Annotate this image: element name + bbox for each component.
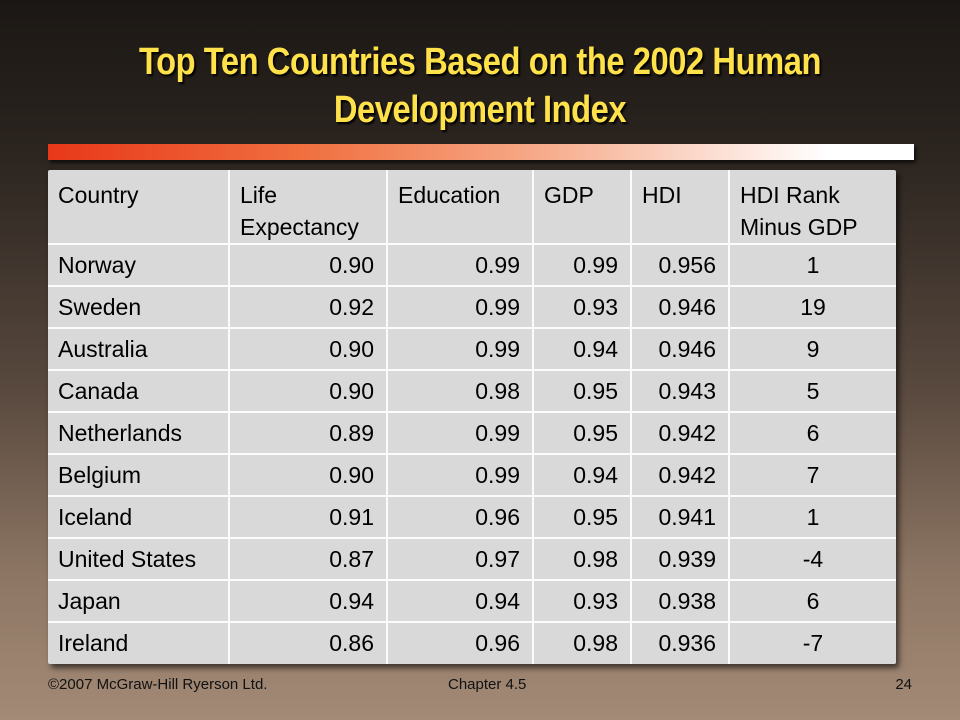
- cell-gdp: 0.94: [532, 453, 631, 496]
- cell-hdi: 0.946: [630, 285, 729, 328]
- cell-life-expectancy: 0.92: [228, 285, 387, 328]
- cell-hdi: 0.936: [630, 621, 729, 664]
- cell-gdp: 0.95: [532, 411, 631, 454]
- table-body: Norway 0.90 0.99 0.99 0.956 1 Sweden 0.92 0.99 0.…: [48, 243, 896, 664]
- footer-page-number: 24: [895, 676, 912, 693]
- table-row: Australia 0.90 0.99 0.94 0.946 9: [48, 327, 896, 370]
- table-row: Iceland 0.91 0.96 0.95 0.941 1: [48, 495, 896, 538]
- table-row: Canada 0.90 0.98 0.95 0.943 5: [48, 369, 896, 412]
- cell-hdi-rank-minus-gdp: 6: [728, 411, 896, 454]
- cell-education: 0.99: [386, 453, 533, 496]
- footer-chapter: Chapter 4.5: [448, 676, 527, 693]
- cell-education: 0.99: [386, 411, 533, 454]
- cell-country: Japan: [48, 579, 229, 622]
- cell-hdi: 0.943: [630, 369, 729, 412]
- cell-hdi-rank-minus-gdp: -4: [728, 537, 896, 580]
- hdi-table-container: Country Life Expectancy Education GDP HD…: [48, 170, 896, 664]
- cell-education: 0.96: [386, 495, 533, 538]
- header-gdp: GDP: [532, 170, 631, 244]
- cell-life-expectancy: 0.90: [228, 243, 387, 286]
- table-row: Sweden 0.92 0.99 0.93 0.946 19: [48, 285, 896, 328]
- cell-education: 0.99: [386, 243, 533, 286]
- cell-hdi-rank-minus-gdp: 1: [728, 243, 896, 286]
- header-life-expectancy: Life Expectancy: [228, 170, 387, 244]
- cell-gdp: 0.95: [532, 495, 631, 538]
- cell-education: 0.98: [386, 369, 533, 412]
- table-header-row: Country Life Expectancy Education GDP HD…: [48, 170, 896, 244]
- cell-hdi: 0.938: [630, 579, 729, 622]
- header-hdi: HDI: [630, 170, 729, 244]
- cell-hdi-rank-minus-gdp: 19: [728, 285, 896, 328]
- cell-gdp: 0.98: [532, 621, 631, 664]
- cell-hdi: 0.946: [630, 327, 729, 370]
- accent-bar: [48, 144, 914, 160]
- cell-life-expectancy: 0.86: [228, 621, 387, 664]
- cell-hdi-rank-minus-gdp: 1: [728, 495, 896, 538]
- header-country: Country: [58, 182, 139, 208]
- table-row: Ireland 0.86 0.96 0.98 0.936 -7: [48, 621, 896, 664]
- slide-title: Top Ten Countries Based on the 2002 Huma…: [138, 41, 822, 131]
- cell-hdi: 0.942: [630, 411, 729, 454]
- cell-hdi-rank-minus-gdp: 5: [728, 369, 896, 412]
- cell-gdp: 0.98: [532, 537, 631, 580]
- cell-hdi-rank-minus-gdp: -7: [728, 621, 896, 664]
- cell-gdp: 0.93: [532, 285, 631, 328]
- cell-country: Belgium: [48, 453, 229, 496]
- cell-hdi-rank-minus-gdp: 7: [728, 453, 896, 496]
- cell-life-expectancy: 0.89: [228, 411, 387, 454]
- table-row: Japan 0.94 0.94 0.93 0.938 6: [48, 579, 896, 622]
- cell-hdi: 0.941: [630, 495, 729, 538]
- cell-education: 0.94: [386, 579, 533, 622]
- cell-hdi: 0.942: [630, 453, 729, 496]
- cell-life-expectancy: 0.90: [228, 327, 387, 370]
- cell-country: Australia: [48, 327, 229, 370]
- cell-life-expectancy: 0.90: [228, 453, 387, 496]
- cell-country: Iceland: [48, 495, 229, 538]
- cell-education: 0.99: [386, 285, 533, 328]
- cell-hdi: 0.939: [630, 537, 729, 580]
- cell-hdi-rank-minus-gdp: 6: [728, 579, 896, 622]
- cell-life-expectancy: 0.94: [228, 579, 387, 622]
- cell-country: Norway: [48, 243, 229, 286]
- cell-life-expectancy: 0.87: [228, 537, 387, 580]
- cell-hdi: 0.956: [630, 243, 729, 286]
- cell-gdp: 0.95: [532, 369, 631, 412]
- cell-country: Canada: [48, 369, 229, 412]
- header-education: Education: [386, 170, 533, 244]
- table-row: United States 0.87 0.97 0.98 0.939 -4: [48, 537, 896, 580]
- cell-education: 0.97: [386, 537, 533, 580]
- cell-gdp: 0.99: [532, 243, 631, 286]
- cell-country: Sweden: [48, 285, 229, 328]
- cell-country: Netherlands: [48, 411, 229, 454]
- cell-country: United States: [48, 537, 229, 580]
- cell-gdp: 0.93: [532, 579, 631, 622]
- footer-copyright: ©2007 McGraw-Hill Ryerson Ltd.: [48, 676, 268, 693]
- table-row: Netherlands 0.89 0.99 0.95 0.942 6: [48, 411, 896, 454]
- hdi-table: Country Life Expectancy Education GDP HD…: [48, 170, 896, 664]
- cell-country: Ireland: [48, 621, 229, 664]
- cell-education: 0.96: [386, 621, 533, 664]
- cell-life-expectancy: 0.91: [228, 495, 387, 538]
- table-row: Norway 0.90 0.99 0.99 0.956 1: [48, 243, 896, 286]
- cell-hdi-rank-minus-gdp: 9: [728, 327, 896, 370]
- cell-education: 0.99: [386, 327, 533, 370]
- cell-life-expectancy: 0.90: [228, 369, 387, 412]
- header-hdi-rank-minus-gdp: HDI Rank Minus GDP: [728, 170, 896, 244]
- table-row: Belgium 0.90 0.99 0.94 0.942 7: [48, 453, 896, 496]
- cell-gdp: 0.94: [532, 327, 631, 370]
